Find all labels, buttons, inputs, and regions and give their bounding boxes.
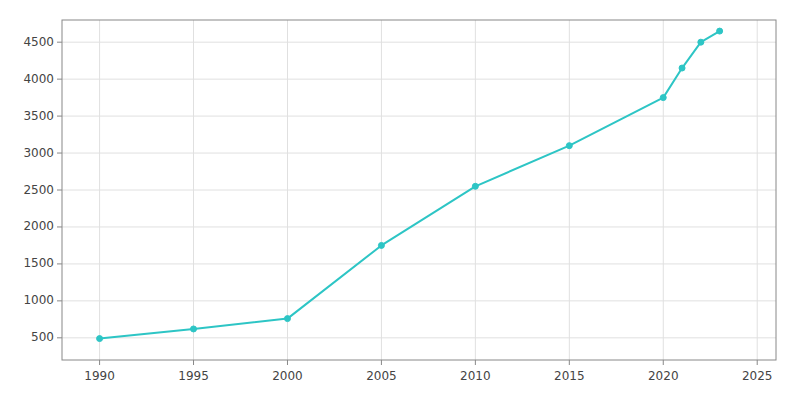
grid-line [62, 263, 776, 264]
x-tick-label: 2010 [460, 369, 491, 383]
chart: 500 1000 1500 2000 2500 3000 3500 4000 4500 1990 1… [0, 0, 800, 400]
grid-line [193, 20, 194, 360]
tick-mark [663, 360, 664, 365]
tick-mark [57, 153, 62, 154]
tick-mark [569, 360, 570, 365]
x-tick-label: 2025 [742, 369, 773, 383]
tick-mark [57, 226, 62, 227]
y-tick-label: 4000 [23, 72, 54, 86]
chart-container: 500 1000 1500 2000 2500 3000 3500 4000 4500 1990 1… [0, 0, 800, 400]
point [191, 326, 197, 332]
tick-mark [193, 360, 194, 365]
grid-line [62, 79, 776, 80]
grid-line [62, 337, 776, 338]
point [717, 28, 723, 34]
tick-labels: 500 1000 1500 2000 2500 3000 3500 4000 4500 1990 1… [23, 35, 772, 383]
grid-line [99, 20, 100, 360]
point [679, 65, 685, 71]
tick-mark [287, 360, 288, 365]
x-tick-label: 2015 [554, 369, 585, 383]
grid-line [663, 20, 664, 360]
tick-mark [381, 360, 382, 365]
point [566, 143, 572, 149]
y-tick-label: 4500 [23, 35, 54, 49]
tick-mark [57, 190, 62, 191]
grid-line [62, 300, 776, 301]
tick-mark [757, 360, 758, 365]
tick-mark [57, 337, 62, 338]
grid-line [62, 226, 776, 227]
point [660, 95, 666, 101]
tick-mark [57, 263, 62, 264]
grid-line [757, 20, 758, 360]
point [472, 183, 478, 189]
tick-mark [99, 360, 100, 365]
line [100, 31, 720, 338]
grid-line [62, 42, 776, 43]
x-tick-label: 2020 [648, 369, 679, 383]
y-tick-label: 3500 [23, 109, 54, 123]
tick-mark [57, 42, 62, 43]
point [378, 242, 384, 248]
grid-line [287, 20, 288, 360]
point [284, 316, 290, 322]
x-tick-label: 1990 [84, 369, 115, 383]
data [97, 28, 723, 341]
y-tick-label: 3000 [23, 146, 54, 160]
y-tick-label: 1000 [23, 293, 54, 307]
grid-line [475, 20, 476, 360]
grid-line [381, 20, 382, 360]
plot-background [62, 20, 776, 360]
grid-line [62, 153, 776, 154]
tick-mark [57, 79, 62, 80]
grid-line [62, 116, 776, 117]
y-tick-label: 2500 [23, 183, 54, 197]
tick-mark [475, 360, 476, 365]
grid-line [569, 20, 570, 360]
y-tick-label: 500 [31, 330, 54, 344]
tick-mark [57, 300, 62, 301]
point [97, 336, 103, 342]
y-tick-label: 1500 [23, 256, 54, 270]
tick-mark [57, 116, 62, 117]
x-tick-label: 2000 [272, 369, 303, 383]
y-tick-label: 2000 [23, 219, 54, 233]
grid-line [62, 190, 776, 191]
plot-frame [62, 20, 776, 360]
point [698, 39, 704, 45]
grid [57, 20, 776, 365]
x-tick-label: 2005 [366, 369, 397, 383]
x-tick-label: 1995 [178, 369, 209, 383]
